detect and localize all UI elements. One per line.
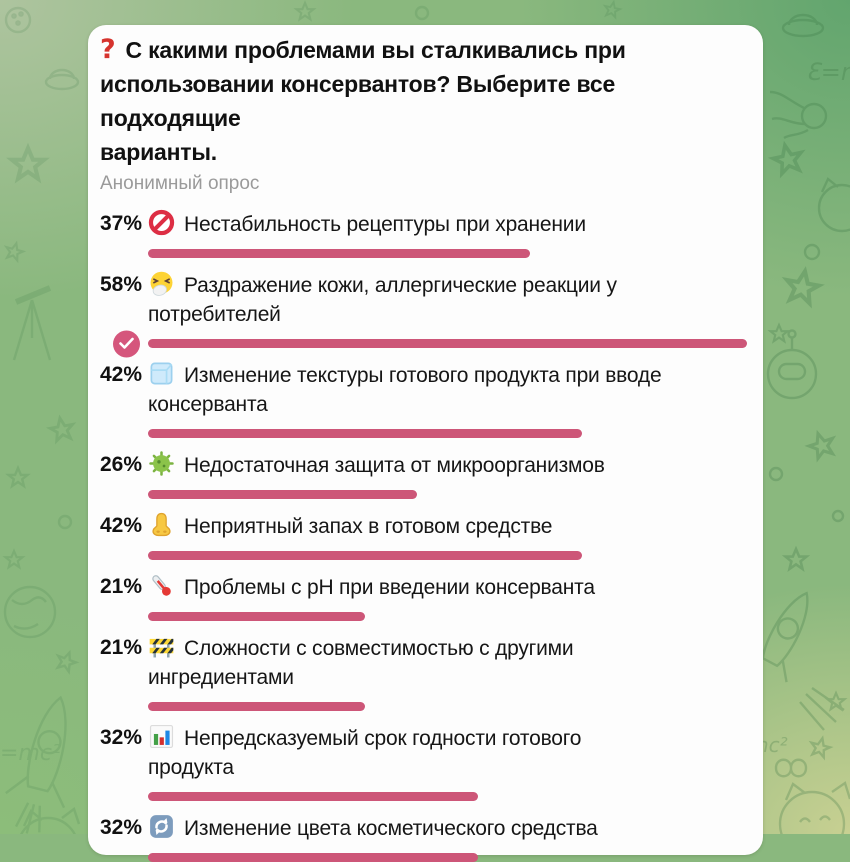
sneezing-face-icon [148,270,175,297]
bar-chart-icon [148,723,175,750]
no-entry-icon [148,209,175,236]
arrows-cycle-icon [148,813,175,840]
option-bar [148,853,479,862]
option-bar [148,612,365,621]
option-percent: 32% [100,816,143,839]
option-percent: 32% [100,726,143,749]
option-label: Сложности с совместимостью с другими инг… [148,637,574,689]
option-percent: 26% [100,453,143,476]
poll-type-label: Анонимный опрос [100,173,260,194]
poll-option[interactable]: 32% Изменение цвета косметического средс… [100,813,747,862]
poll-option[interactable]: 21% Сложности с совместимостью с другими… [100,633,747,711]
option-result-row [113,330,747,357]
option-result-row [148,853,747,862]
option-text: Сложности с совместимостью с другими инг… [148,633,747,692]
option-bar [148,792,479,801]
option-label: Нестабильность рецептуры при хранении [184,213,586,236]
poll-question-text: С какими проблемами вы сталкивались при … [100,37,626,165]
construction-icon [148,633,175,660]
option-text: Непредсказуемый срок годности готового п… [148,723,747,782]
thermometer-icon [148,572,175,599]
poll-option[interactable]: 26% Недостаточная защита от микроорганиз… [100,450,747,499]
svg-text:Ɛ=m: Ɛ=m [806,58,850,86]
option-bar [148,702,365,711]
option-bar [148,551,582,560]
option-label: Проблемы с pH при введении консерванта [184,576,595,599]
red-question-mark-icon: ? [100,34,116,65]
nose-icon [148,511,175,538]
option-label: Непредсказуемый срок годности готового п… [148,727,582,779]
poll-option[interactable]: 42% Неприятный запах в готовом средстве [100,511,747,560]
poll-question: ? С какими проблемами вы сталкивались при… [100,33,747,169]
poll-option[interactable]: 42% Изменение текстуры готового продукта… [100,360,747,438]
poll-option[interactable]: 21% Проблемы с pH при введении консерван… [100,572,747,621]
option-result-row [148,612,747,621]
option-label: Раздражение кожи, аллергические реакции … [148,274,617,326]
option-percent: 37% [100,212,143,235]
poll-option[interactable]: 32% Непредсказуемый срок годности готово… [100,723,747,801]
option-bar [148,339,747,348]
poll-option[interactable]: 58% Раздражение кожи, аллергические реак… [100,270,747,357]
option-bar [148,490,417,499]
option-result-row [148,249,747,258]
option-result-row [148,702,747,711]
option-label: Изменение текстуры готового продукта при… [148,364,662,416]
option-result-row [148,429,747,438]
option-percent: 21% [100,636,143,659]
poll-options: 37% Нестабильность рецептуры при хранени… [100,209,747,862]
option-label: Неприятный запах в готовом средстве [184,515,553,538]
option-result-row [148,792,747,801]
option-text: Изменение цвета косметического средства [148,813,747,843]
option-percent: 42% [100,514,143,537]
option-label: Недостаточная защита от микроорганизмов [184,454,605,477]
option-text: Неприятный запах в готовом средстве [148,511,747,541]
option-text: Проблемы с pH при введении консерванта [148,572,747,602]
option-percent: 58% [100,273,143,296]
ice-cube-icon [148,360,175,387]
poll-message-bubble: ? С какими проблемами вы сталкивались при… [88,25,763,862]
svg-text:=mc²: =mc² [0,741,61,766]
option-result-row [148,551,747,560]
option-label: Изменение цвета косметического средства [184,817,598,840]
vote-check-icon [113,330,140,357]
microbe-icon [148,450,175,477]
poll-option[interactable]: 37% Нестабильность рецептуры при хранени… [100,209,747,258]
wallpaper-doodles: =mc² Ɛ=m nc² [0,0,850,834]
option-percent: 21% [100,575,143,598]
option-bar [148,429,582,438]
option-result-row [148,490,747,499]
doodles-right: Ɛ=m nc² [743,13,850,834]
option-bar [148,249,531,258]
option-text: Раздражение кожи, аллергические реакции … [148,270,747,329]
option-percent: 42% [100,363,143,386]
option-text: Недостаточная защита от микроорганизмов [148,450,747,480]
option-text: Изменение текстуры готового продукта при… [148,360,747,419]
doodles-left: =mc² [0,0,623,834]
option-text: Нестабильность рецептуры при хранении [148,209,747,239]
